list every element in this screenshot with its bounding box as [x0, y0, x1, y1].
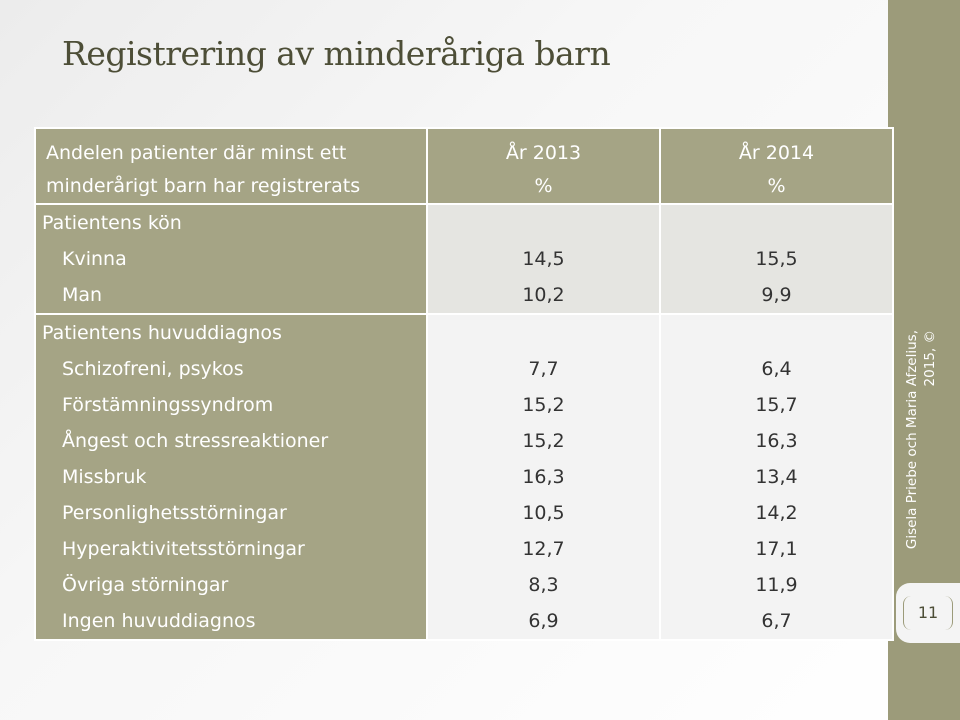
value-2013: 15,2 — [522, 430, 565, 452]
value-2013: 14,5 — [522, 248, 565, 270]
author-credit: Gisela Priebe och Maria Afzelius, 2015, … — [903, 330, 939, 560]
table-row-group-diagnosis: Patientens huvuddiagnos Schizofreni, psy… — [34, 313, 894, 641]
header-2013-cell: År 2013 % — [426, 127, 661, 205]
value-2014: 16,3 — [755, 430, 798, 452]
row-label: Man — [62, 284, 103, 306]
registration-table: Andelen patienter där minst ett minderår… — [34, 127, 894, 641]
value-2013: 15,2 — [522, 394, 565, 416]
row-label: Missbruk — [62, 466, 147, 488]
page-number: 11 — [903, 596, 953, 630]
value-2014: 15,7 — [755, 394, 798, 416]
header-label-cell: Andelen patienter där minst ett minderår… — [34, 127, 428, 205]
row-label: Förstämningssyndrom — [62, 394, 274, 416]
header-label-line1: Andelen patienter där minst ett — [46, 142, 347, 164]
group-gender-labels: Patientens kön Kvinna Man — [34, 203, 428, 315]
row-label: Schizofreni, psykos — [62, 358, 244, 380]
header-2013-year: År 2013 — [505, 142, 582, 164]
header-2014-year: År 2014 — [738, 142, 815, 164]
value-2013: 10,5 — [522, 502, 565, 524]
value-2013: 8,3 — [528, 574, 559, 596]
row-label: Ingen huvuddiagnos — [62, 610, 256, 632]
header-2014-unit: % — [767, 175, 786, 197]
value-2014: 9,9 — [761, 284, 792, 306]
header-2013-unit: % — [534, 175, 553, 197]
value-2013: 10,2 — [522, 284, 565, 306]
value-2013: 7,7 — [528, 358, 559, 380]
value-2014: 6,4 — [761, 358, 792, 380]
table-header-row: Andelen patienter där minst ett minderår… — [34, 127, 894, 205]
value-2014: 15,5 — [755, 248, 798, 270]
row-label: Personlighetsstörningar — [62, 502, 287, 524]
value-2014: 14,2 — [755, 502, 798, 524]
value-2013: 16,3 — [522, 466, 565, 488]
author-credit-line2: 2015, © — [922, 330, 938, 387]
header-label-line2: minderårigt barn har registrerats — [46, 175, 361, 197]
group-diagnosis-labels: Patientens huvuddiagnos Schizofreni, psy… — [34, 313, 428, 641]
row-label: Kvinna — [62, 248, 127, 270]
page-number-tab — [896, 583, 960, 643]
value-2014: 13,4 — [755, 466, 798, 488]
row-label: Övriga störningar — [62, 574, 229, 596]
group-diagnosis-2013: 7,7 15,2 15,2 16,3 10,5 12,7 8,3 6,9 — [426, 313, 661, 641]
group-gender-2014: 15,5 9,9 — [659, 203, 894, 315]
value-2014: 11,9 — [755, 574, 798, 596]
group-title-diagnosis: Patientens huvuddiagnos — [42, 322, 282, 344]
row-label: Ångest och stressreaktioner — [62, 430, 329, 452]
value-2013: 12,7 — [522, 538, 565, 560]
value-2014: 17,1 — [755, 538, 798, 560]
slide-title: Registrering av minderåriga barn — [62, 34, 611, 73]
header-2014-cell: År 2014 % — [659, 127, 894, 205]
table-row-group-gender: Patientens kön Kvinna Man 14,5 10,2 15,5… — [34, 203, 894, 315]
group-gender-2013: 14,5 10,2 — [426, 203, 661, 315]
value-2014: 6,7 — [761, 610, 792, 632]
group-title-gender: Patientens kön — [42, 212, 182, 234]
group-diagnosis-2014: 6,4 15,7 16,3 13,4 14,2 17,1 11,9 6,7 — [659, 313, 894, 641]
value-2013: 6,9 — [528, 610, 559, 632]
author-credit-line1: Gisela Priebe och Maria Afzelius, — [904, 330, 920, 550]
row-label: Hyperaktivitetsstörningar — [62, 538, 305, 560]
